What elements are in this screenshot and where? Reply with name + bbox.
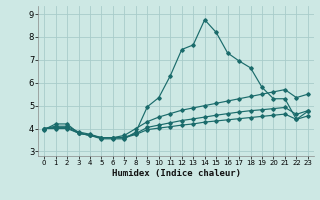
X-axis label: Humidex (Indice chaleur): Humidex (Indice chaleur) xyxy=(111,169,241,178)
